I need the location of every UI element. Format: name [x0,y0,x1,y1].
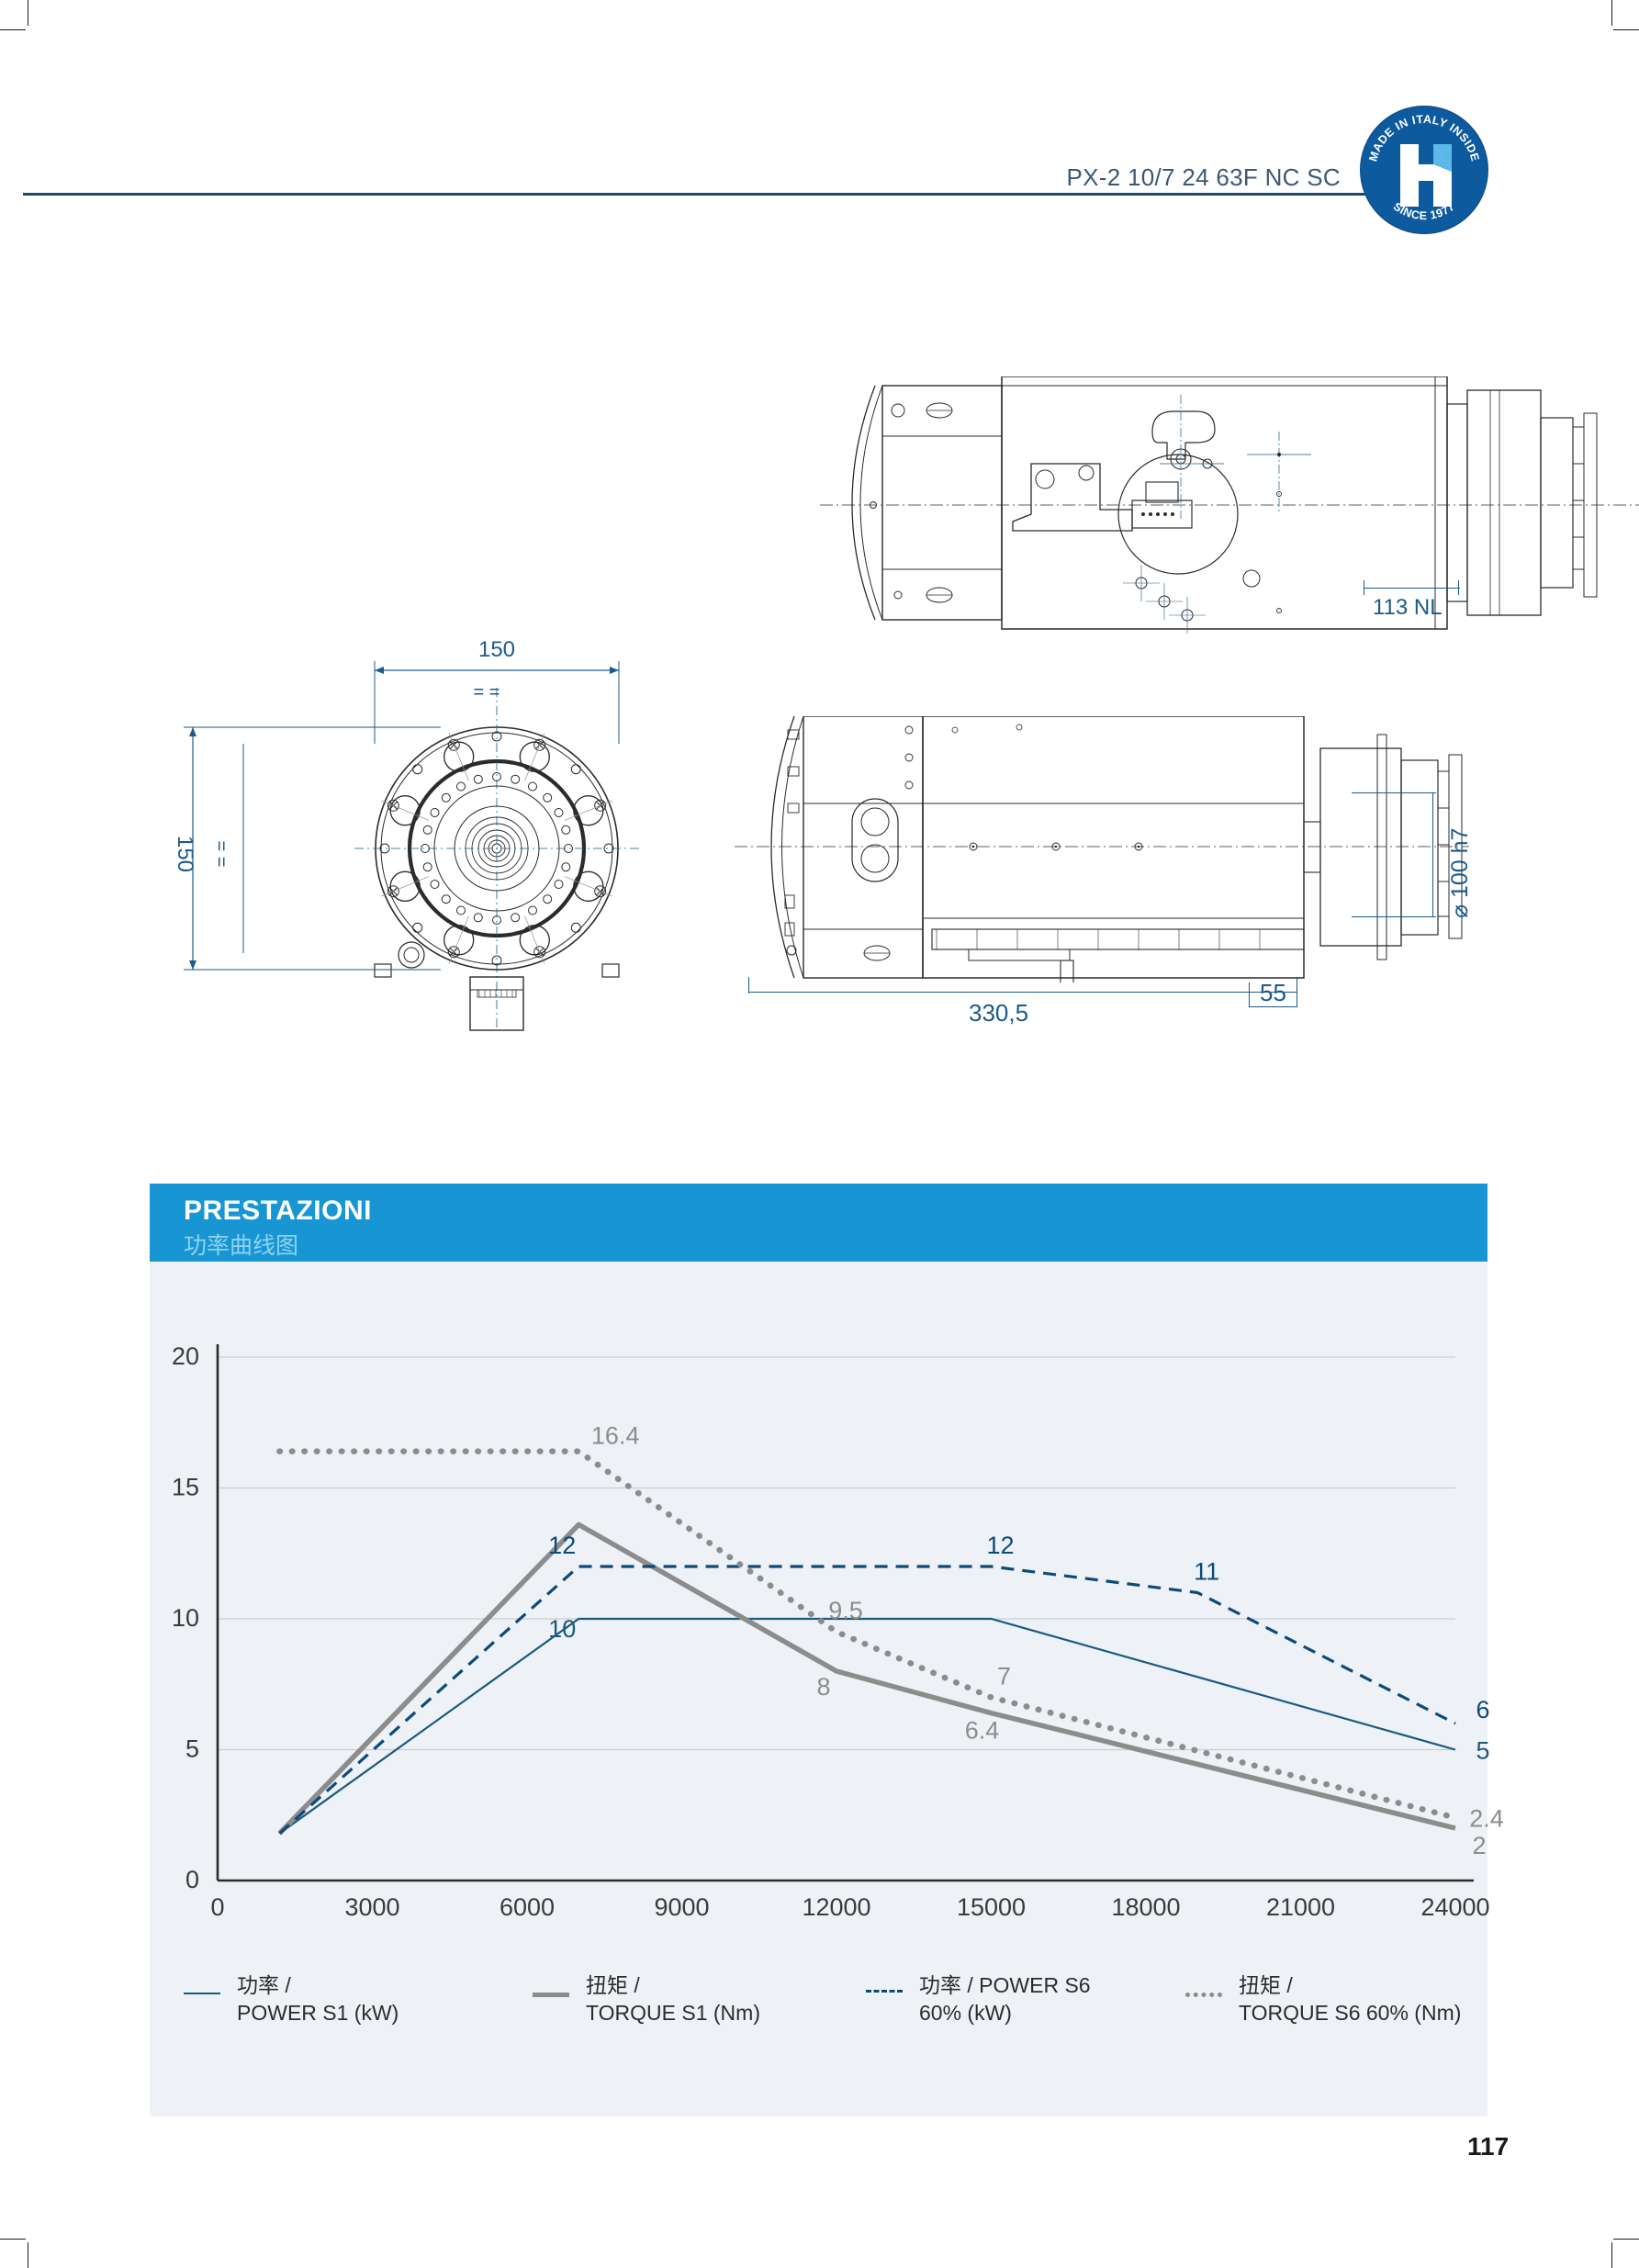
svg-text:9.5: 9.5 [828,1597,863,1624]
svg-text:12: 12 [986,1532,1014,1559]
svg-text:= =: = = [474,682,500,702]
svg-text:0: 0 [185,1866,199,1893]
svg-text:15: 15 [172,1474,199,1501]
svg-text:12000: 12000 [802,1893,870,1921]
svg-text:9000: 9000 [654,1893,709,1921]
svg-text:18000: 18000 [1111,1893,1180,1921]
svg-text:6.4: 6.4 [965,1717,1000,1745]
svg-text:7: 7 [997,1663,1011,1690]
svg-text:6: 6 [1476,1696,1489,1723]
svg-text:= =: = = [212,841,232,868]
svg-text:150: 150 [478,637,515,662]
svg-text:3000: 3000 [344,1893,399,1921]
svg-text:0: 0 [210,1893,224,1921]
svg-text:150: 150 [173,836,197,872]
svg-text:2.4: 2.4 [1469,1805,1504,1833]
svg-text:6000: 6000 [500,1893,555,1921]
svg-text:10: 10 [172,1604,199,1632]
svg-text:5: 5 [185,1735,199,1763]
svg-text:20: 20 [172,1342,199,1370]
svg-text:15000: 15000 [957,1893,1026,1921]
svg-text:5: 5 [1476,1737,1489,1765]
svg-text:21000: 21000 [1266,1893,1335,1921]
svg-text:24000: 24000 [1420,1893,1489,1921]
svg-text:10: 10 [548,1615,576,1643]
svg-text:11: 11 [1194,1558,1219,1586]
svg-text:16.4: 16.4 [591,1422,640,1450]
svg-text:12: 12 [548,1532,576,1559]
svg-text:2: 2 [1472,1832,1486,1859]
svg-text:8: 8 [816,1673,830,1701]
